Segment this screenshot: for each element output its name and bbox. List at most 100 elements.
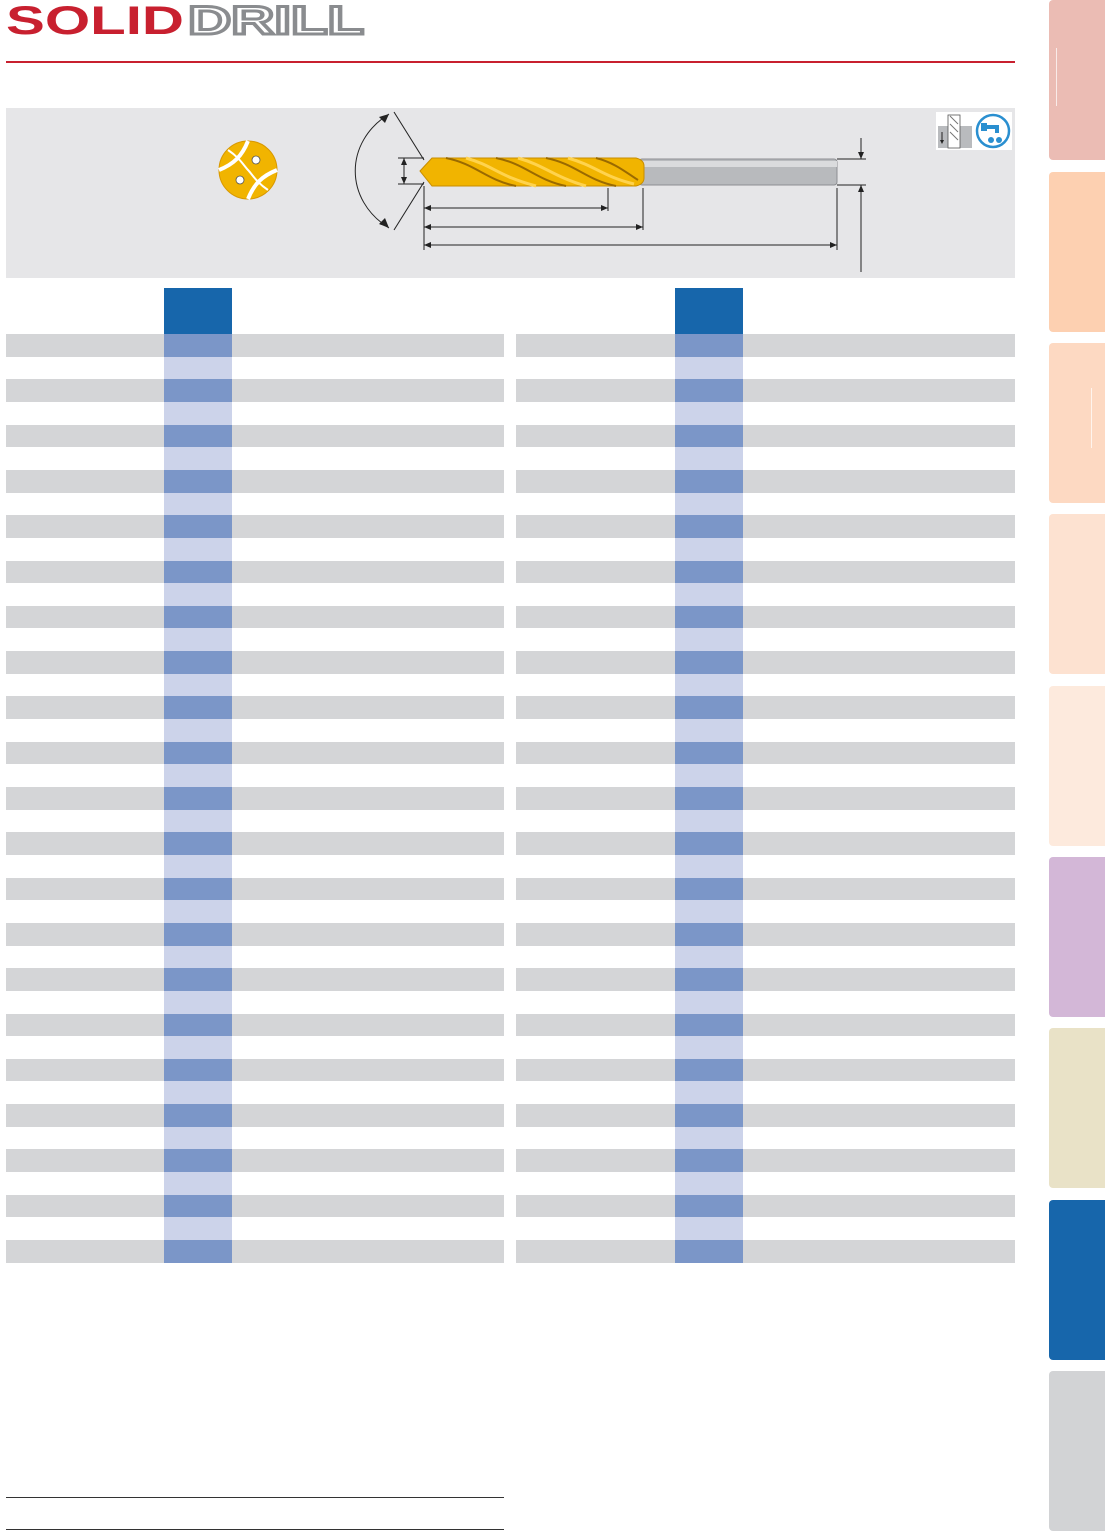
table-cell (164, 1104, 232, 1128)
tab-mark-2 (1091, 388, 1092, 448)
table-cell (164, 719, 232, 743)
table-row (516, 696, 1015, 720)
table-cell (675, 447, 743, 471)
table-row (6, 877, 504, 901)
table-cell (675, 1172, 743, 1196)
point-angle-arc (354, 113, 390, 229)
table-cell (675, 719, 743, 743)
table-cell (675, 832, 743, 856)
table-cell (164, 651, 232, 675)
table-row (516, 379, 1015, 402)
table-cell (164, 334, 232, 358)
category-tab-3[interactable] (1049, 343, 1105, 503)
table-cell (675, 673, 743, 697)
category-tab-8[interactable] (1049, 1200, 1105, 1360)
table-cell (164, 1081, 232, 1105)
drill-cross-section (218, 140, 278, 200)
table-cell (164, 1217, 232, 1241)
table-cell (675, 515, 743, 539)
table-cell (164, 696, 232, 720)
table-row (516, 515, 1015, 538)
table-row (516, 1013, 1015, 1037)
table-row (516, 560, 1015, 584)
application-icons (936, 112, 1012, 150)
table-cell (164, 945, 232, 969)
table-cell (675, 651, 743, 675)
table-row (516, 1058, 1015, 1082)
table-cell (675, 945, 743, 969)
table-cell (675, 1036, 743, 1060)
table-cell (164, 1172, 232, 1196)
category-tabs (1049, 0, 1105, 1532)
table-row (516, 922, 1015, 946)
category-tab-1[interactable] (1049, 0, 1105, 160)
table-cell (164, 401, 232, 426)
table-cell (675, 583, 743, 607)
table-cell (675, 877, 743, 901)
table-row (6, 787, 504, 810)
table-cell (675, 1081, 743, 1105)
table-cell (164, 900, 232, 924)
category-tab-2[interactable] (1049, 172, 1105, 332)
table-cell (164, 424, 232, 448)
table-row (6, 515, 504, 538)
table-row (516, 651, 1015, 674)
svg-text:DRILL: DRILL (188, 2, 364, 38)
table-row (6, 696, 504, 720)
svg-text:SOLID: SOLID (6, 2, 184, 38)
table-cell (675, 1126, 743, 1150)
internal-coolant-icon (975, 113, 1011, 149)
table-cell (164, 1149, 232, 1173)
table-row (516, 1104, 1015, 1127)
table-cell (675, 900, 743, 924)
table-cell (164, 560, 232, 584)
table-cell (164, 741, 232, 765)
table-cell (164, 583, 232, 607)
table-row (6, 968, 504, 991)
table-cell (675, 764, 743, 788)
category-tab-5[interactable] (1049, 686, 1105, 846)
table-cell (675, 605, 743, 629)
table-cell (164, 809, 232, 833)
table-cell (164, 469, 232, 494)
table-cell (164, 787, 232, 811)
table-cell (675, 492, 743, 516)
footer-rule-2 (6, 1529, 504, 1530)
table-row (6, 469, 504, 493)
column-header-block (675, 288, 743, 334)
footer-rule-1 (6, 1497, 504, 1498)
table-row (516, 968, 1015, 991)
category-tab-6[interactable] (1049, 857, 1105, 1017)
table-cell (164, 628, 232, 652)
drill-dimension-drawing (218, 111, 866, 272)
table-row (6, 1104, 504, 1127)
table-cell (675, 560, 743, 584)
table-cell (164, 537, 232, 561)
drill-diagram-panel (6, 108, 1015, 278)
table-row (516, 1149, 1015, 1173)
table-cell (164, 832, 232, 856)
category-tab-9[interactable] (1049, 1371, 1105, 1531)
category-tab-4[interactable] (1049, 514, 1105, 674)
table-cell (164, 854, 232, 879)
table-cell (675, 424, 743, 448)
drilling-depth-icon (938, 114, 972, 149)
table-cell (675, 537, 743, 561)
table-row (6, 560, 504, 584)
table-row (516, 1194, 1015, 1218)
category-tab-7[interactable] (1049, 1028, 1105, 1188)
table-row (6, 922, 504, 946)
table-row (6, 334, 504, 357)
table-cell (675, 809, 743, 833)
table-cell (675, 1217, 743, 1241)
table-cell (164, 1058, 232, 1082)
table-cell (675, 1013, 743, 1037)
table-cell (675, 401, 743, 426)
table-cell (675, 968, 743, 992)
table-cell (164, 515, 232, 539)
table-row (516, 469, 1015, 493)
table-row (6, 1194, 504, 1218)
table-row (516, 741, 1015, 765)
table-row (516, 832, 1015, 855)
table-cell (164, 922, 232, 947)
